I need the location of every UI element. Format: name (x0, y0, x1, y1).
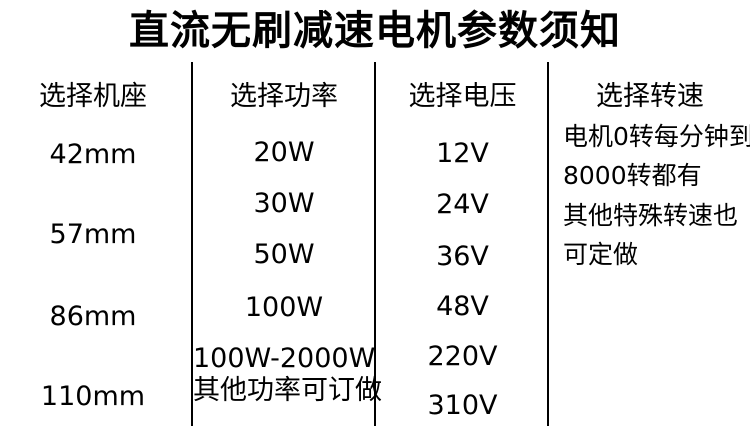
column-header-frame-size: 选择机座 (39, 81, 147, 112)
cell-voltage-6: 310V (427, 390, 498, 421)
cell-power-5: 100W-2000W (193, 343, 376, 374)
cell-speed-4: 可定做 (563, 240, 639, 269)
cell-speed-3: 其他特殊转速也 (563, 201, 739, 230)
cell-power-1: 20W (253, 137, 315, 168)
cell-power-4: 100W (244, 292, 324, 323)
column-frame-size: 选择机座 42mm 57mm 86mm 110mm (0, 0, 186, 428)
cell-power-6: 其他功率可订做 (193, 375, 382, 406)
column-power: 选择功率 20W 30W 50W 100W 100W-2000W 其他功率可订做 (193, 0, 382, 428)
cell-speed-2: 8000转都有 (563, 161, 702, 190)
column-divider-1 (191, 62, 193, 426)
cell-power-3: 50W (253, 239, 315, 270)
cell-voltage-1: 12V (436, 138, 489, 169)
cell-power-2: 30W (253, 188, 315, 219)
cell-voltage-2: 24V (436, 189, 489, 220)
column-header-power: 选择功率 (230, 81, 338, 112)
page-title: 直流无刷减速电机参数须知 (129, 8, 621, 54)
column-divider-2 (374, 62, 376, 426)
column-voltage: 选择电压 12V 24V 36V 48V 220V 310V (377, 0, 548, 428)
column-header-speed: 选择转速 (596, 81, 704, 112)
cell-voltage-4: 48V (436, 291, 489, 322)
cell-frame-size-3: 86mm (49, 301, 137, 332)
cell-voltage-5: 220V (427, 341, 498, 372)
column-divider-3 (547, 62, 549, 426)
column-header-voltage: 选择电压 (408, 81, 517, 112)
cell-frame-size-1: 42mm (49, 139, 137, 170)
cell-frame-size-4: 110mm (40, 381, 146, 412)
cell-voltage-3: 36V (436, 241, 489, 272)
cell-speed-1: 电机0转每分钟到 (563, 122, 750, 151)
cell-frame-size-2: 57mm (49, 219, 137, 250)
column-speed: 选择转速电机0转每分钟到 8000转都有其他特殊转速也 可定做 (550, 0, 750, 428)
